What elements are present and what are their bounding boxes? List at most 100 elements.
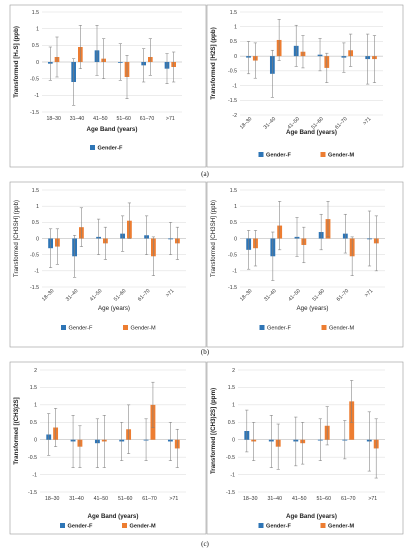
x-axis-label: Age Band (years) [286,129,337,136]
legend-label-male: Gender-M [328,524,354,530]
y-tick-label: 1.5 [230,10,237,16]
y-tick-label: 2 [232,368,235,374]
chart-b-right: 1.510.50-0.5-1-1.518–30 31–40 41–50 51–60 61… [206,181,404,348]
y-tick-label: -1.5 [28,490,37,496]
panel-frame [206,4,404,168]
x-tick-label: >71 [364,288,375,299]
y-tick-label: 0 [34,438,37,444]
chart-a-left: 1.5 1 0.5 0 -0.5 -1 -1.5 18–30 31–40 41–50 51–60 61… [9,4,207,168]
y-tick-label: 1 [36,204,39,210]
y-tick-label: -1 [232,83,237,89]
x-tick-label: 31–40 [70,116,85,122]
chart-b-left: 1.510.50-0.5-1-1.518–30 31–40 41–50 51–60 61… [9,181,207,348]
y-tick-label: 1 [36,26,39,32]
legend-swatch [258,523,264,528]
y-tick-label: 0.5 [32,43,39,49]
legend-label-male: Gender-M [328,153,354,159]
y-tick-label: -1.5 [228,285,237,291]
legend-swatch [259,325,265,330]
y-axis-label: Transformed [(CH3)2S] (ppm) [210,388,217,474]
y-tick-label: 1 [234,25,237,31]
legend-swatch [122,523,127,528]
y-tick-label: 1.5 [30,385,37,391]
x-tick-label: >71 [166,116,175,122]
legend-label-female: Gender-F [69,326,94,332]
legend-label-male: Gender-M [131,326,157,332]
y-tick-label: 1.5 [230,188,237,194]
x-tick-label: 18–30 [45,496,60,502]
y-axis-label: Transformed [(CH3)2S] [13,397,20,464]
legend-swatch [258,152,264,157]
x-tick-label: 41–50 [292,496,307,502]
y-tick-label: -0.5 [30,252,39,258]
caption-c: (c) [201,540,209,548]
y-axis-label: Transformed [H2S] (ppb) [210,27,217,100]
y-tick-label: -0.5 [228,252,237,258]
legend-swatch [321,325,327,330]
y-tick-label: -1 [34,269,39,275]
y-tick-label: -2 [232,113,237,119]
y-tick-label: 0.5 [228,420,235,426]
y-tick-label: -0.5 [226,455,235,461]
x-tick-label: 51–60 [116,116,131,122]
y-tick-label: 0.5 [230,220,237,226]
y-tick-label: 2 [34,368,37,374]
y-tick-label: 0 [234,236,237,242]
y-tick-label: 0 [36,236,39,242]
y-tick-label: 0.5 [30,420,37,426]
x-tick-label: 51–60 [317,496,332,502]
y-tick-label: -0.5 [28,455,37,461]
x-tick-label: 18–30 [243,496,258,502]
y-axis-label: Transformed [CH3SH] (ppb) [13,200,20,277]
x-tick-label: 31–40 [69,496,84,502]
x-tick-label: 61–70 [341,496,356,502]
legend-label-male: Gender-M [329,326,355,332]
chart-c-right: 2 1.5 1 0.5 0 -0.5 -1 -1.5 18–30 31–40 41–50 51–60 6… [206,361,404,535]
y-tick-label: 0.5 [32,220,39,226]
legend-label-female: Gender-F [266,524,291,530]
caption-b: (b) [201,348,210,356]
y-tick-label: 0 [234,54,237,60]
chart-a-right: 1.510.50-0.5-1-1.5-218–30 31–40 41–50 51–60… [206,4,404,168]
panel-frame [9,361,207,535]
x-tick-label: >71 [362,116,373,127]
y-tick-label: 0 [36,60,39,66]
legend-label-male: Gender-M [130,524,156,530]
y-tick-label: -1.5 [30,110,39,116]
y-axis-label: Transformed [CH3SH] (ppb) [210,200,217,277]
y-tick-label: -1 [230,472,235,478]
y-tick-label: -1 [232,269,237,275]
y-tick-label: 1 [34,403,37,409]
panel-frame [206,361,404,535]
legend-label-female: Gender-F [266,153,291,159]
x-tick-label: 41–50 [94,496,109,502]
x-axis-label: Age Band (years) [286,513,337,520]
x-tick-label: 18–30 [46,116,61,122]
y-tick-label: 0 [232,438,235,444]
legend-label-female: Gender-F [267,326,292,332]
x-tick-label: 61–70 [140,116,155,122]
y-axis-label: Transformed [H₂S] (ppb) [13,26,20,98]
y-tick-label: -1 [34,93,39,99]
y-tick-label: 1 [232,403,235,409]
y-tick-label: -1 [32,472,37,478]
y-tick-label: -1.5 [226,490,235,496]
x-tick-label: 41–50 [93,116,108,122]
x-axis-label: Age (years) [297,305,329,312]
y-tick-label: 1.5 [32,188,39,194]
x-tick-label: 61–70 [142,496,157,502]
panel-frame [9,181,207,348]
y-tick-label: 0.5 [230,39,237,45]
panel-frame [206,181,404,348]
legend-label-female: Gender-F [98,146,123,152]
y-tick-label: 1.5 [228,385,235,391]
legend-swatch [90,145,95,150]
panel-frame [9,4,207,168]
x-axis-label: Age Band (years) [88,513,139,520]
x-tick-label: 51–60 [118,496,133,502]
legend-swatch [320,523,326,528]
legend-swatch [320,152,326,157]
y-tick-label: 1.5 [32,10,39,16]
chart-c-left: 2 1.5 1 0.5 0 -0.5 -1 -1.5 18–30 31–40 41–50 51–60 6… [9,361,207,535]
